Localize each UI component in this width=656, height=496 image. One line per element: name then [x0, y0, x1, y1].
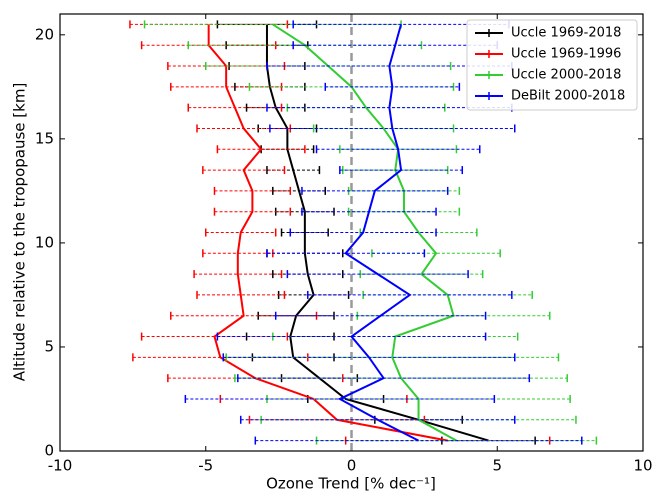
legend-label: Uccle 1969-2018: [511, 26, 621, 41]
series-line: [337, 24, 419, 442]
y-tick-label: 15: [35, 129, 54, 147]
y-tick-label: 10: [35, 233, 54, 251]
x-tick-label: 5: [492, 457, 502, 475]
legend-box: [466, 19, 638, 111]
legend-label: Uccle 1969-1996: [511, 47, 621, 62]
error-bar: [216, 145, 306, 154]
y-tick-label: 20: [35, 25, 54, 43]
series-line: [207, 24, 448, 442]
legend: Uccle 1969-2018 Uccle 1969-1996 Uccle 2000…: [466, 19, 638, 111]
error-bar: [266, 249, 426, 258]
series-line: [265, 24, 489, 442]
y-tick-label: 0: [44, 442, 54, 460]
error-bar: [193, 270, 283, 279]
error-bar: [274, 311, 487, 320]
x-tick-label: -5: [198, 457, 213, 475]
y-tick-label: 5: [44, 337, 54, 355]
plot-frame: [59, 13, 644, 452]
x-tick-label: 0: [347, 457, 357, 475]
legend-label: Uccle 2000-2018: [511, 68, 621, 83]
error-bar: [205, 228, 277, 237]
x-tick-label: -10: [48, 457, 73, 475]
x-axis-label: Ozone Trend [% dec⁻¹]: [266, 475, 436, 493]
x-tick-label: 10: [633, 457, 652, 475]
error-bar: [216, 332, 487, 341]
legend-label: DeBilt 2000-2018: [511, 89, 625, 104]
error-bar: [254, 436, 583, 445]
y-axis-label: Altitude relative to the tropopause [km]: [11, 83, 29, 382]
error-bar: [196, 290, 286, 299]
series-line: [272, 23, 457, 442]
error-bar: [184, 394, 496, 403]
